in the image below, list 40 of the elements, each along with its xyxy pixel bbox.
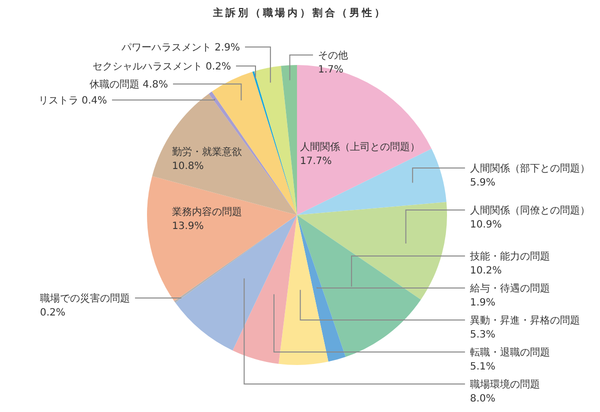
pie-slice (297, 202, 447, 300)
pie-slice (152, 94, 297, 215)
slice-label: 職場での災害の問題 (40, 292, 130, 304)
data-label: 10.9% (470, 220, 502, 230)
data-label: 10.2% (470, 266, 502, 276)
data-label: 0.2% (40, 308, 66, 318)
slice-label: 異動・昇進・昇格の問題 (470, 314, 580, 326)
slice-label: 勤労・就業意欲 (172, 146, 242, 158)
data-label: 10.8% (172, 161, 204, 172)
slice-label: その他 (318, 50, 348, 62)
data-label: 5.9% (470, 178, 496, 188)
pie-slice (278, 215, 328, 365)
data-label: 17.7% (300, 156, 332, 167)
pie-slice (280, 65, 297, 215)
slice-label: 業務内容の問題 (172, 206, 242, 218)
slice-label: 転職・退職の問題 (470, 346, 550, 358)
pie-slice (147, 176, 297, 302)
slice-label: リストラ 0.4% (38, 96, 107, 106)
slice-label: 人間関係（同僚との問題） (470, 204, 590, 216)
data-label: 5.3% (470, 330, 496, 340)
pie-slice (232, 215, 297, 364)
data-label: 8.0% (470, 394, 496, 404)
data-label: 1.9% (470, 298, 496, 308)
slice-label: 職場環境の問題 (470, 378, 540, 390)
slice-label: パワーハラスメント 2.9% (120, 42, 240, 54)
pie-slice (297, 215, 421, 357)
slice-label: 給与・待遇の問題 (469, 282, 550, 294)
pie-slice (297, 215, 346, 362)
chart-title: 主訴別（職場内）割合（男性） (212, 7, 387, 19)
data-label: 13.9% (172, 221, 204, 232)
pie-slice (212, 72, 297, 215)
slice-label: 技能・能力の問題 (469, 250, 550, 262)
slice-label: セクシャルハラスメント 0.2% (92, 62, 231, 72)
pie-slice (297, 65, 432, 215)
slice-label: 人間関係（上司との問題） (300, 141, 420, 153)
data-label: 5.1% (470, 362, 496, 372)
slice-label: 人間関係（部下との問題） (470, 162, 590, 174)
slice-label: 休職の問題 4.8% (89, 78, 168, 90)
data-label: 1.7% (318, 64, 344, 76)
pie-slice (175, 215, 297, 350)
